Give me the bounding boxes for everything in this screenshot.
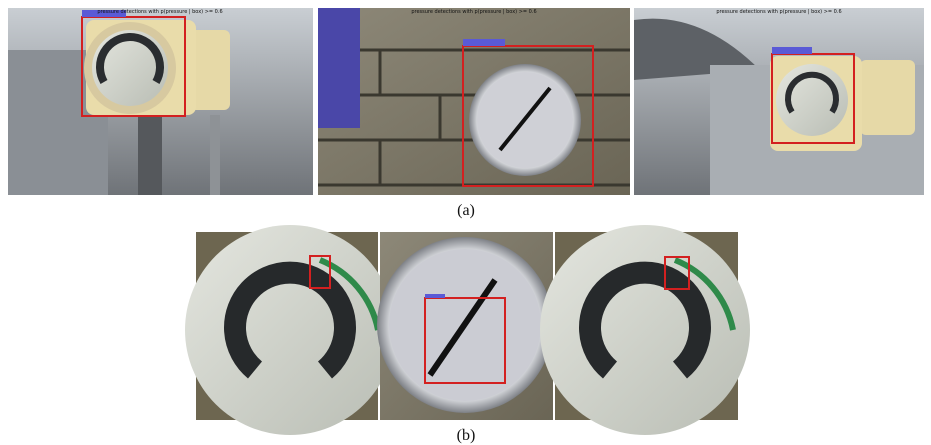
photo-a3: pressure detections with p(pressure | bo…: [634, 8, 924, 195]
photo-b3: [540, 225, 750, 435]
photo-a2: pressure detections with p(pressure | bo…: [318, 8, 630, 195]
photo-b1: [185, 225, 395, 435]
panel-title: pressure detections with p(pressure | bo…: [411, 9, 536, 15]
photo-b2: [377, 232, 553, 420]
panel-title: pressure detections with p(pressure | bo…: [716, 9, 841, 15]
panel-title: pressure detections with p(pressure | bo…: [97, 9, 222, 15]
caption: (b): [457, 427, 476, 444]
photo-a1: pressure detections with p(pressure | bo…: [8, 8, 313, 195]
caption: (a): [457, 202, 475, 219]
